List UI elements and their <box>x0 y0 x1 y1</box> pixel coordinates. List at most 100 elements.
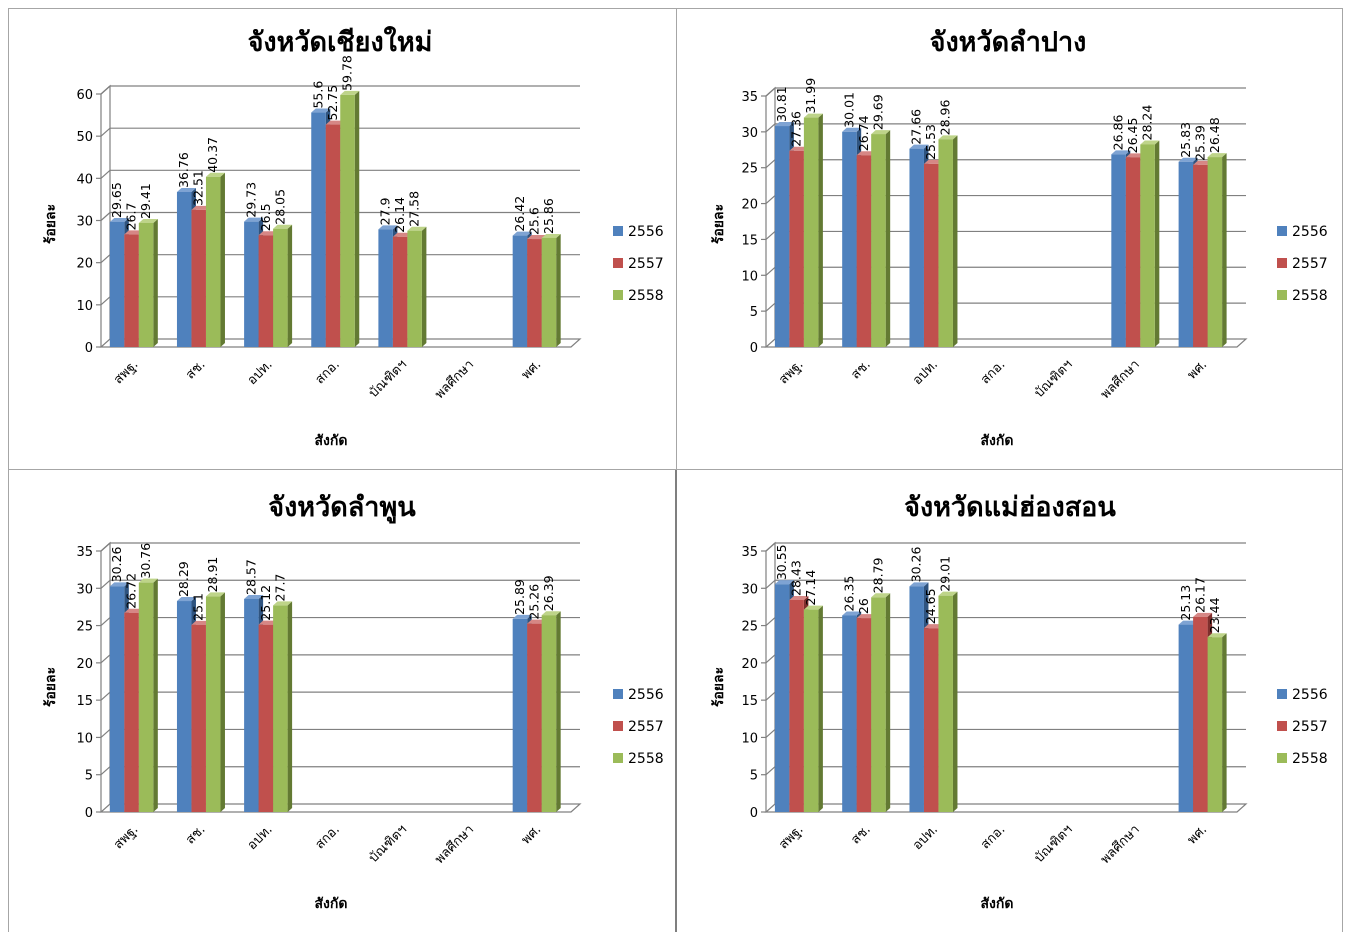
gridline-side <box>100 691 111 701</box>
bar-2558-cat-1 <box>871 593 891 812</box>
data-label: 28.96 <box>938 99 953 135</box>
data-label: 25.39 <box>1192 125 1207 161</box>
chart-lampang: จังหวัดลำปาง 0 5 10 15 20 25 30 35 30.8127.3631.9… <box>711 27 1328 449</box>
data-label: 29.73 <box>243 182 258 218</box>
gridline-side <box>100 654 111 664</box>
data-label: 23.44 <box>1207 597 1222 633</box>
y-tick-label: 20 <box>741 657 758 672</box>
chart-floor <box>764 803 1248 813</box>
chart-panel-mae-hong-son: จังหวัดแม่ฮ่องสอน 0 5 10 15 20 25 30 35 30.55 28.4… <box>677 470 1343 932</box>
bar-2558-cat-0 <box>138 578 158 812</box>
data-label: 25.12 <box>258 585 273 621</box>
data-label: 25.13 <box>1178 585 1193 621</box>
data-label: 25.53 <box>923 124 938 160</box>
gridline-side <box>765 617 776 627</box>
y-tick-label: 10 <box>76 731 93 746</box>
y-axis-title: ร้อยละ <box>43 204 59 244</box>
x-axis-title: สังกัด <box>315 896 348 912</box>
x-category-label: สช. <box>183 822 208 847</box>
chart-panel-lampang: จังหวัดลำปาง 0 5 10 15 20 25 30 35 30.81 27.36 31.9… <box>677 8 1343 470</box>
data-label: 24.65 <box>923 588 938 624</box>
y-tick-label: 60 <box>76 88 93 103</box>
y-tick-label: 30 <box>741 126 758 141</box>
y-tick-label: 10 <box>741 731 758 746</box>
gridline-side <box>765 266 776 276</box>
legend-swatch <box>1277 689 1287 699</box>
x-category-label: สพฐ. <box>111 822 141 852</box>
legend-swatch <box>1277 258 1287 268</box>
data-label: 26.5 <box>258 203 273 231</box>
legend-label: 2557 <box>1292 256 1328 272</box>
legend-item-2557: 2557 <box>1277 719 1328 735</box>
gridline-side <box>100 579 111 589</box>
gridline-side <box>100 766 111 776</box>
data-label: 25.86 <box>541 198 556 234</box>
data-label: 36.76 <box>176 152 191 188</box>
chart-title: จังหวัดแม่ฮ่องสอน <box>904 492 1116 523</box>
data-label: 27.58 <box>407 191 422 227</box>
y-tick-label: 10 <box>741 269 758 284</box>
gridline-side <box>765 159 776 169</box>
data-label: 26.45 <box>1125 118 1140 154</box>
data-label: 26.17 <box>1192 577 1207 613</box>
bar-2558-cat-2 <box>273 224 293 347</box>
chart-floor <box>764 338 1248 348</box>
data-label: 26.7 <box>124 203 139 231</box>
data-label: 25.1 <box>191 593 206 621</box>
x-category-label: สกอ. <box>978 822 1008 852</box>
x-category-label: พลศึกษา <box>1098 357 1143 402</box>
y-tick-label: 20 <box>76 257 93 272</box>
bar-2558-cat-2 <box>273 601 293 812</box>
gridline-side <box>765 691 776 701</box>
legend-swatch <box>613 258 623 268</box>
legend-item-2558: 2558 <box>613 288 664 304</box>
data-label: 26.42 <box>512 196 527 232</box>
chart-lamphun: จังหวัดลำพูน 0 5 10 15 20 25 30 35 30.2626.7230.7… <box>43 492 664 912</box>
chart-title: จังหวัดลำปาง <box>930 27 1087 58</box>
y-tick-label: 30 <box>76 215 93 230</box>
x-category-label: พศ. <box>519 357 544 382</box>
y-tick-label: 5 <box>750 305 758 320</box>
legend-label: 2557 <box>628 719 664 735</box>
x-category-label: สกอ. <box>978 357 1008 387</box>
y-tick-label: 25 <box>741 620 758 635</box>
chart-title: จังหวัดเชียงใหม่ <box>248 26 433 58</box>
data-label: 26.35 <box>841 576 856 612</box>
x-category-label: สช. <box>848 822 873 847</box>
legend-item-2556: 2556 <box>613 687 664 703</box>
legend-swatch <box>613 753 623 763</box>
x-category-label: พลศึกษา <box>1098 822 1143 867</box>
data-label: 28.57 <box>243 559 258 595</box>
x-category-label: พศ. <box>519 822 544 847</box>
bar-2558-cat-6 <box>1207 633 1227 812</box>
data-label: 28.24 <box>1140 105 1155 141</box>
data-label: 26.86 <box>1111 115 1126 151</box>
legend-item-2558: 2558 <box>613 751 664 767</box>
legend-swatch <box>1277 721 1287 731</box>
y-tick-label: 35 <box>76 545 93 560</box>
legend-label: 2557 <box>628 256 664 272</box>
bar-2558-cat-5 <box>1140 140 1160 347</box>
bar-2558-cat-6 <box>541 233 561 347</box>
y-axis-title: ร้อยละ <box>711 204 727 244</box>
x-category-label: บัณฑิตฯ <box>366 357 410 401</box>
data-label: 52.75 <box>325 85 340 121</box>
legend-item-2558: 2558 <box>1277 288 1328 304</box>
data-label: 29.69 <box>870 94 885 130</box>
data-label: 59.78 <box>340 55 355 91</box>
y-axis-wall <box>765 541 776 812</box>
data-label: 25.83 <box>1178 122 1193 158</box>
data-label: 28.79 <box>870 557 885 593</box>
bar-2558-cat-2 <box>938 135 958 347</box>
y-tick-label: 0 <box>85 806 93 821</box>
legend-swatch <box>613 226 623 236</box>
x-category-label: อปท. <box>910 357 941 388</box>
legend-label: 2556 <box>1292 224 1328 240</box>
y-tick-label: 25 <box>76 620 93 635</box>
data-label: 28.43 <box>789 560 804 596</box>
y-tick-label: 30 <box>741 582 758 597</box>
x-category-label: สพฐ. <box>776 822 806 852</box>
y-tick-label: 5 <box>85 769 93 784</box>
y-axis-title: ร้อยละ <box>711 667 727 707</box>
data-label: 26.74 <box>856 115 871 151</box>
